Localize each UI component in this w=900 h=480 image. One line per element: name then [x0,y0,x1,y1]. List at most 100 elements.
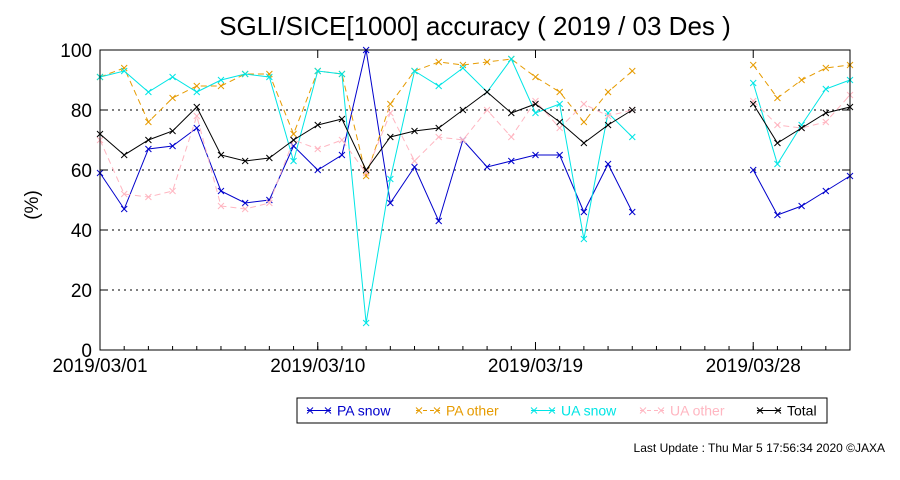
data-point [169,127,176,135]
data-point [530,407,538,414]
data-point [169,73,176,81]
legend-label: Total [787,403,817,419]
data-point [749,166,757,174]
data-point [241,70,249,78]
data-point [580,118,588,126]
data-point [338,70,346,78]
data-point [145,145,152,153]
series-line [752,64,851,99]
series-line [99,58,633,178]
data-point [217,187,225,195]
data-point [556,124,564,132]
data-point [532,109,539,117]
data-point [749,97,757,105]
data-point [798,121,805,129]
plot-frame [99,49,851,351]
data-point [483,58,491,66]
data-point [556,88,564,96]
data-point [314,121,322,129]
data-point [217,151,225,159]
y-tick-label: 80 [71,101,92,122]
data-point [193,82,201,90]
data-point [169,187,176,195]
legend-entry: PA other [415,403,499,419]
data-point [774,121,781,129]
data-point [411,127,418,135]
data-point [604,112,612,120]
x-tick-label: 2019/03/01 [52,356,147,377]
data-point [145,193,152,201]
data-point [120,190,128,198]
data-point [290,130,297,138]
data-point [556,118,564,126]
data-point [580,208,588,216]
data-point [657,407,665,414]
series-ua-snow [96,55,854,327]
data-point [532,73,539,81]
x-tick-label: 2019/03/28 [706,356,801,377]
data-point [604,109,612,117]
data-point [556,100,564,108]
data-point [798,76,805,84]
data-point [217,76,225,84]
data-point [435,58,443,66]
data-point [386,199,394,207]
data-point [120,67,128,75]
legend-entry: PA snow [306,403,391,419]
data-point [435,124,443,132]
data-point [822,85,830,93]
data-point [411,157,418,165]
data-point [411,67,418,75]
data-point [822,109,830,117]
y-axis-label: (%) [22,190,43,220]
data-point [386,109,394,117]
series-line [752,79,851,166]
data-point [120,151,128,159]
series-pa-other [96,55,854,180]
data-point [193,88,201,96]
series-line [99,91,633,171]
data-point [362,166,370,174]
data-point [483,163,491,171]
data-point [266,70,273,78]
axis-ticks: 0 20 40 60 80 100 2019/03/01 2019/03/10 2019/03/… [52,41,850,377]
y-tick-label: 100 [60,41,92,62]
chart-title: SGLI/SICE[1000] accuracy ( 2019 / 03 Des… [219,11,731,41]
data-point [266,154,273,162]
data-point [532,151,539,159]
legend-entry: UA snow [530,403,617,419]
data-point [507,55,515,63]
gridlines [100,109,850,291]
data-point [548,407,556,414]
data-point [290,136,297,144]
data-point [749,100,757,108]
data-point [774,94,781,102]
y-tick-label: 60 [71,161,92,182]
data-point [774,407,782,414]
data-point [241,199,249,207]
data-point [193,103,201,111]
data-point [314,145,322,153]
legend-box [296,397,828,424]
data-point [169,94,176,102]
y-tick-label: 20 [71,281,92,302]
data-point [120,64,128,72]
last-update-footer: Last Update : Thu Mar 5 17:56:34 2020 ©J… [634,441,885,455]
series-layer [96,46,854,327]
series-total [96,88,854,174]
data-point [459,106,467,114]
data-point [628,67,636,75]
data-point [639,407,647,414]
series-line [752,169,851,216]
data-point [433,407,441,414]
data-point [580,100,588,108]
data-point [507,133,515,141]
data-point [386,133,394,141]
legend: PA snow PA other UA snow UA other Total [296,397,828,424]
data-point [145,118,152,126]
data-point [604,121,612,129]
data-point [507,109,515,117]
data-point [532,100,539,108]
data-point [822,64,830,72]
